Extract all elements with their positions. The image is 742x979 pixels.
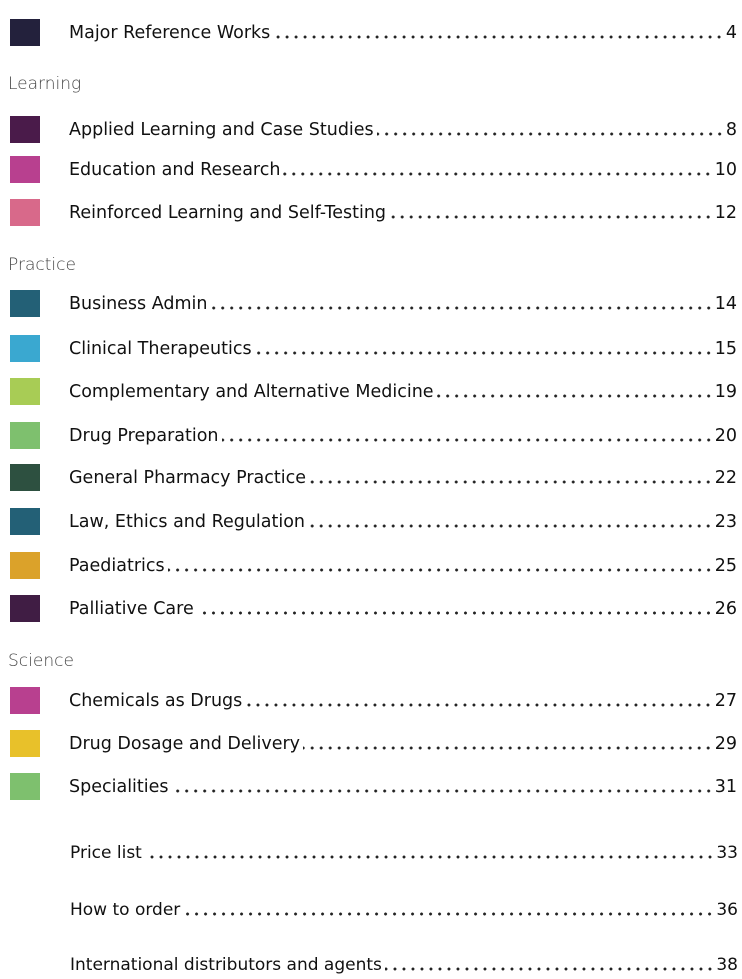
dot-leader [376, 132, 724, 136]
entry-page: 22 [714, 468, 737, 488]
dot-leader [303, 746, 713, 750]
color-square [10, 199, 40, 226]
toc-entry: Complementary and Alternative Medicine 19 [69, 378, 737, 406]
toc-entry: International distributors and agents 38 [70, 951, 738, 979]
entry-page: 20 [714, 426, 737, 446]
dot-leader [254, 351, 713, 355]
entry-title: Clinical Therapeutics [69, 339, 252, 359]
entry-title: Education and Research [69, 160, 281, 180]
toc-entry: Law, Ethics and Regulation 23 [69, 508, 737, 536]
section-heading: Science [8, 651, 74, 671]
dot-leader [183, 912, 715, 916]
toc-entry: Reinforced Learning and Self-Testing 12 [69, 199, 737, 227]
color-square [10, 156, 40, 183]
entry-title: Law, Ethics and Regulation [69, 512, 306, 532]
dot-leader [245, 703, 713, 707]
toc-entry: Chemicals as Drugs 27 [69, 687, 737, 715]
dot-leader [384, 967, 715, 971]
toc-entry: Clinical Therapeutics 15 [69, 335, 737, 363]
color-square [10, 687, 40, 714]
color-square [10, 290, 40, 317]
color-square [10, 595, 40, 622]
entry-page: 14 [714, 294, 737, 314]
entry-page: 27 [714, 691, 737, 711]
entry-page: 10 [714, 160, 737, 180]
color-square [10, 552, 40, 579]
toc-entry: General Pharmacy Practice 22 [69, 464, 737, 492]
entry-title: How to order [70, 900, 181, 920]
entry-title: General Pharmacy Practice [69, 468, 306, 488]
dot-leader [436, 394, 713, 398]
section-heading: Practice [8, 255, 76, 275]
color-square [10, 335, 40, 362]
section-heading: Learning [8, 74, 82, 94]
dot-leader [196, 611, 713, 615]
entry-title: Business Admin [69, 294, 208, 314]
entry-page: 33 [716, 843, 738, 863]
toc-entry: How to order 36 [70, 896, 738, 924]
entry-page: 36 [716, 900, 738, 920]
entry-title: International distributors and agents [70, 955, 382, 975]
entry-title: Drug Dosage and Delivery [69, 734, 301, 754]
entry-title: Reinforced Learning and Self-Testing [69, 203, 387, 223]
entry-title: Specialities [69, 777, 169, 797]
dot-leader [144, 855, 715, 859]
color-square [10, 116, 40, 143]
toc-entry: Drug Preparation 20 [69, 422, 737, 450]
dot-leader [167, 568, 713, 572]
entry-title: Paediatrics [69, 556, 165, 576]
color-square [10, 422, 40, 449]
entry-page: 23 [714, 512, 737, 532]
dot-leader [273, 35, 724, 39]
entry-title: Palliative Care [69, 599, 194, 619]
toc-entry: Drug Dosage and Delivery 29 [69, 730, 737, 758]
entry-page: 29 [714, 734, 737, 754]
entry-page: 26 [714, 599, 737, 619]
toc-entry: Applied Learning and Case Studies 8 [69, 116, 737, 144]
toc-entry: Business Admin 14 [69, 290, 737, 318]
entry-title: Drug Preparation [69, 426, 219, 446]
toc-entry: Paediatrics 25 [69, 552, 737, 580]
toc-entry: Education and Research 10 [69, 156, 737, 184]
entry-title: Major Reference Works [69, 23, 271, 43]
dot-leader [221, 438, 713, 442]
dot-leader [210, 306, 713, 310]
entry-page: 4 [725, 23, 737, 43]
entry-page: 8 [725, 120, 737, 140]
dot-leader [308, 524, 713, 528]
entry-title: Chemicals as Drugs [69, 691, 243, 711]
color-square [10, 464, 40, 491]
dot-leader [389, 215, 713, 219]
entry-title: Applied Learning and Case Studies [69, 120, 374, 140]
entry-page: 15 [714, 339, 737, 359]
color-square [10, 730, 40, 757]
color-square [10, 773, 40, 800]
entry-page: 38 [716, 955, 738, 975]
toc-entry: Price list 33 [70, 839, 738, 867]
color-square [10, 19, 40, 46]
color-square [10, 378, 40, 405]
toc-entry: Palliative Care 26 [69, 595, 737, 623]
entry-page: 12 [714, 203, 737, 223]
toc-entry: Major Reference Works 4 [69, 19, 737, 47]
dot-leader [309, 480, 713, 484]
dot-leader [283, 172, 713, 176]
dot-leader [171, 789, 713, 793]
entry-page: 19 [714, 382, 737, 402]
color-square [10, 508, 40, 535]
entry-title: Complementary and Alternative Medicine [69, 382, 434, 402]
toc-entry: Specialities 31 [69, 773, 737, 801]
entry-page: 31 [714, 777, 737, 797]
entry-page: 25 [714, 556, 737, 576]
entry-title: Price list [70, 843, 142, 863]
